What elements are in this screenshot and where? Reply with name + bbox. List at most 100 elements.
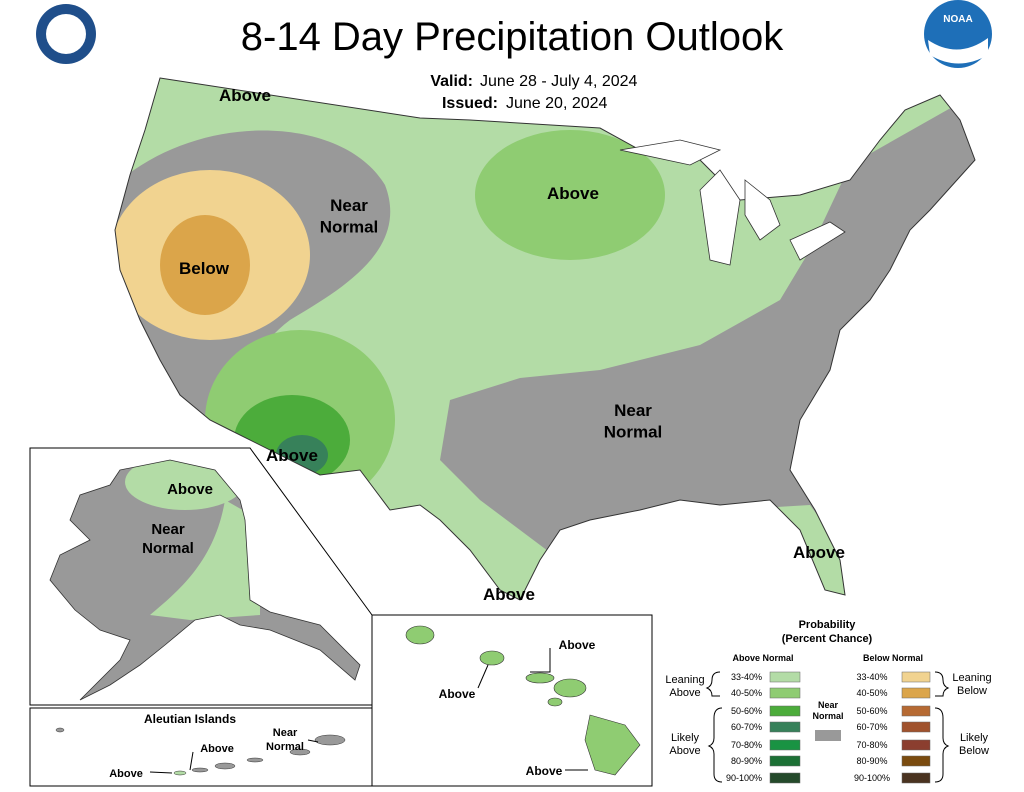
region-label-line: Above xyxy=(167,481,213,498)
legend-swatch xyxy=(769,739,801,751)
legend-label: 50-60% xyxy=(856,706,887,716)
region-label: Near Normal xyxy=(266,727,304,753)
region-label: Above xyxy=(439,687,476,701)
region-label-line: Normal xyxy=(320,217,379,236)
legend-label: 80-90% xyxy=(856,756,887,766)
region-label: Above xyxy=(483,585,535,604)
legend-group: Leaning Above xyxy=(665,674,704,699)
region-label-line: Near xyxy=(151,521,185,538)
legend-swatch xyxy=(769,721,801,733)
seal-center xyxy=(46,14,86,54)
legend-label: 60-70% xyxy=(856,722,887,732)
region-label: Above xyxy=(266,446,318,465)
region-label: Above xyxy=(547,184,599,203)
region-label-line: Normal xyxy=(142,540,194,557)
legend-label: 40-50% xyxy=(731,688,762,698)
region-label: Above xyxy=(559,638,596,652)
region-label-line: Above xyxy=(439,687,476,701)
near-label-line: Normal xyxy=(812,711,843,721)
legend-title: (Percent Chance) xyxy=(782,633,873,645)
noaa-text: NOAA xyxy=(943,14,972,25)
legend-swatch xyxy=(769,671,801,683)
valid-dates: June 28 - July 4, 2024 xyxy=(480,73,638,90)
legend-swatch xyxy=(901,671,931,683)
region-label: Near Normal xyxy=(142,521,194,557)
region-label-line: Above xyxy=(200,743,234,755)
region-label: Above xyxy=(167,481,213,498)
legend-label: 90-100% xyxy=(726,773,762,783)
above-header: Above Normal xyxy=(732,653,793,663)
issued-date: June 20, 2024 xyxy=(506,95,608,112)
region-label: Above xyxy=(219,86,271,105)
legend-group-line: Likely xyxy=(671,732,700,744)
region-label-line: Near xyxy=(614,401,652,420)
legend-group-line: Leaning xyxy=(665,674,704,686)
region-label-line: Above xyxy=(483,585,535,604)
title: 8-14 Day Precipitation Outlook xyxy=(241,15,785,59)
region-label-line: Above xyxy=(266,446,318,465)
region-label: Near Normal xyxy=(604,401,663,441)
region-label-line: Below xyxy=(179,259,230,278)
noaa-gull xyxy=(928,38,988,64)
legend-swatch xyxy=(901,687,931,699)
legend-label: 70-80% xyxy=(731,740,762,750)
alaska-outline xyxy=(49,459,361,701)
region-label-line: Normal xyxy=(604,422,663,441)
legend-swatch xyxy=(901,705,931,717)
legend-label: 40-50% xyxy=(856,688,887,698)
near-label: Near Normal xyxy=(812,700,843,721)
near-swatch xyxy=(815,730,841,741)
legend-label: 50-60% xyxy=(731,706,762,716)
legend-braces xyxy=(705,671,950,783)
hawaii-islands xyxy=(405,625,641,776)
legend-swatch xyxy=(769,772,801,784)
legend-group-line: Above xyxy=(669,745,700,757)
aleutian-title: Aleutian Islands xyxy=(144,712,236,726)
legend-swatch xyxy=(769,687,801,699)
region-label-line: Near xyxy=(273,727,298,739)
region-label-line: Near xyxy=(330,196,368,215)
region-label-line: Above xyxy=(219,86,271,105)
region-label-line: Above xyxy=(793,543,845,562)
legend-group-line: Above xyxy=(669,687,700,699)
legend-title: Probability xyxy=(799,619,857,631)
region-label-line: Above xyxy=(109,768,143,780)
issued-label: Issued: xyxy=(442,95,498,112)
legend-group-line: Leaning xyxy=(952,672,991,684)
legend-group: Leaning Below xyxy=(952,672,991,697)
legend-swatch xyxy=(769,755,801,767)
legend-label: 33-40% xyxy=(856,672,887,682)
legend-group-line: Below xyxy=(957,685,987,697)
aleutian-islands xyxy=(55,727,346,776)
region-label-line: Normal xyxy=(266,741,304,753)
region-label: Above xyxy=(793,543,845,562)
below-header: Below Normal xyxy=(863,653,923,663)
region-label: Above xyxy=(526,764,563,778)
region-label: Near Normal xyxy=(320,196,379,236)
legend-label: 80-90% xyxy=(731,756,762,766)
aleutian-inset xyxy=(29,707,373,787)
region-label-line: Above xyxy=(547,184,599,203)
legend-label: 60-70% xyxy=(731,722,762,732)
leader-lines xyxy=(149,648,588,774)
legend-label: 90-100% xyxy=(854,773,890,783)
legend-label: 33-40% xyxy=(731,672,762,682)
region-label: Below xyxy=(179,259,230,278)
region-label-line: Above xyxy=(526,764,563,778)
region-label-line: Above xyxy=(559,638,596,652)
great-lakes xyxy=(619,139,846,266)
legend-swatch xyxy=(901,721,931,733)
region-label: Above xyxy=(200,743,234,755)
legend-swatch xyxy=(901,755,931,767)
conus-outline xyxy=(114,77,976,601)
legend-group-line: Below xyxy=(959,745,989,757)
valid-label: Valid: xyxy=(430,73,473,90)
near-label-line: Near xyxy=(818,700,839,710)
legend-group-line: Likely xyxy=(960,732,989,744)
legend-swatch xyxy=(901,739,931,751)
legend-group: Likely Above xyxy=(669,732,700,757)
legend-label: 70-80% xyxy=(856,740,887,750)
region-label: Above xyxy=(109,768,143,780)
legend-swatch xyxy=(901,772,931,784)
